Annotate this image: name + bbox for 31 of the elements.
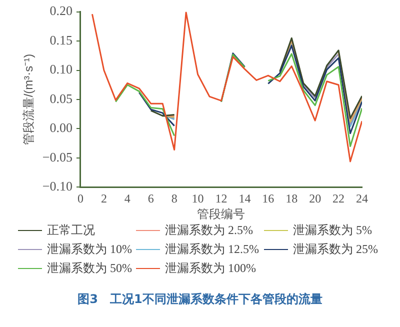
x-axis-title: 管段编号 (197, 207, 246, 222)
legend-label: 泄漏系数为 5% (293, 222, 372, 239)
x-tick-label: 14 (238, 192, 251, 206)
x-tick-label: 22 (332, 192, 345, 206)
x-tick-label: 18 (286, 192, 298, 206)
x-tick-label: 8 (171, 192, 178, 206)
y-tick-label: 0.05 (50, 90, 72, 106)
x-tick-label: 20 (309, 192, 322, 206)
y-tick-label: −0.05 (42, 149, 72, 164)
y-tick-label: 0.00 (50, 120, 72, 136)
legend-label: 正常工况 (47, 222, 95, 239)
x-tick-label: 16 (262, 192, 274, 206)
text: 图3 工况1不同泄漏系数条件下各管段的流量 (76, 291, 324, 308)
legend-label: 泄漏系数为 2.5% (165, 222, 253, 239)
legend-label: 泄漏系数为 50% (47, 260, 132, 277)
legend-label: 泄漏系数为 100% (165, 260, 256, 277)
x-tick-label: 0 (77, 192, 84, 206)
legend-label: 泄漏系数为 12.5% (165, 241, 259, 258)
x-tick-label: 10 (192, 192, 204, 206)
x-tick-label: 6 (148, 192, 154, 206)
y-tick-label: 0.15 (50, 32, 72, 48)
x-tick-label: 4 (124, 192, 130, 206)
x-tick-label: 24 (356, 192, 368, 206)
legend-label: 泄漏系数为 25% (293, 241, 378, 258)
y-tick-label: −0.10 (42, 178, 72, 194)
x-tick-label: 2 (100, 192, 107, 206)
y-tick-label: 0.10 (50, 62, 72, 77)
y-axis-title: 管段流量/(m³·s⁻¹) (22, 54, 36, 146)
legend-label: 泄漏系数为 10% (47, 241, 132, 258)
x-tick-label: 12 (215, 192, 228, 206)
y-tick-label: 0.20 (50, 3, 72, 18)
